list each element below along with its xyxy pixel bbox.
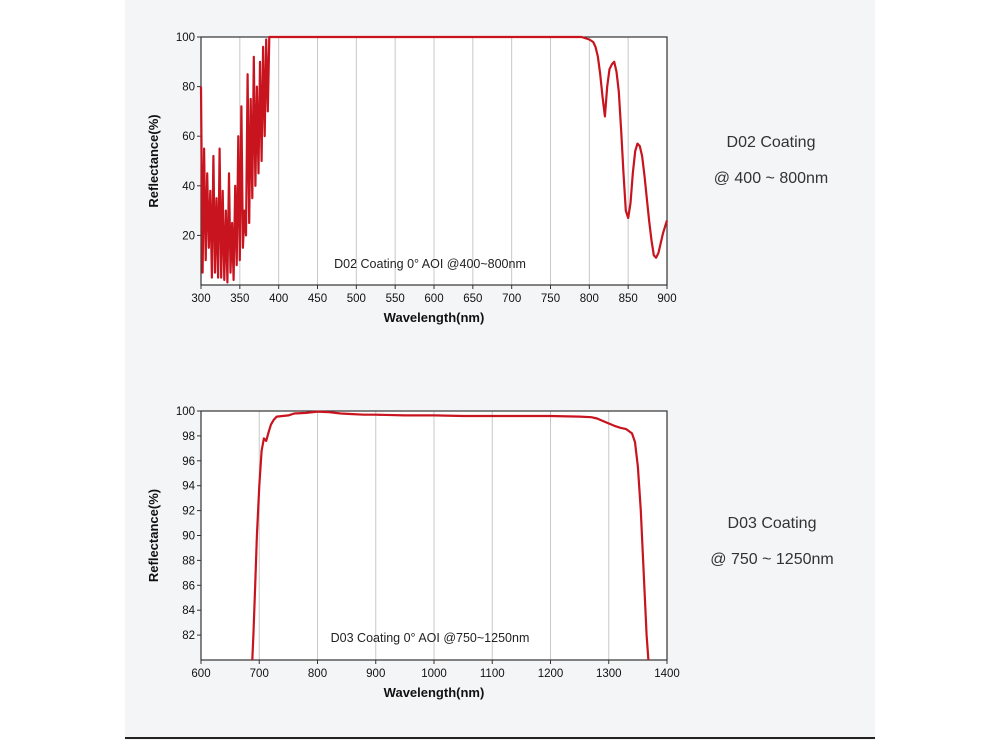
x-tick-label: 500 bbox=[347, 293, 366, 305]
y-tick-label: 96 bbox=[182, 456, 195, 468]
y-tick-label: 94 bbox=[182, 481, 195, 493]
side-label-d02: D02 Coating @ 400 ~ 800nm bbox=[686, 134, 856, 188]
x-tick-label: 400 bbox=[269, 293, 288, 305]
y-tick-label: 92 bbox=[182, 506, 195, 518]
x-tick-label: 1000 bbox=[421, 668, 447, 680]
y-tick-label: 90 bbox=[182, 531, 195, 543]
x-tick-label: 800 bbox=[580, 293, 599, 305]
x-tick-label: 650 bbox=[463, 293, 482, 305]
x-tick-label: 850 bbox=[619, 293, 638, 305]
y-axis-title: Reflectance(%) bbox=[146, 489, 161, 582]
x-tick-label: 550 bbox=[386, 293, 405, 305]
y-tick-label: 60 bbox=[182, 131, 195, 143]
x-tick-label: 450 bbox=[308, 293, 327, 305]
x-tick-label: 750 bbox=[541, 293, 560, 305]
x-axis-title: Wavelength(nm) bbox=[384, 685, 485, 700]
x-axis-title: Wavelength(nm) bbox=[384, 310, 485, 325]
y-tick-label: 88 bbox=[182, 555, 195, 567]
y-tick-label: 20 bbox=[182, 230, 195, 242]
y-tick-label: 100 bbox=[176, 406, 195, 418]
x-tick-label: 600 bbox=[424, 293, 443, 305]
x-tick-label: 1100 bbox=[480, 668, 505, 680]
series-line bbox=[199, 35, 669, 284]
x-tick-label: 300 bbox=[191, 293, 210, 305]
x-tick-label: 350 bbox=[230, 293, 249, 305]
x-tick-label: 900 bbox=[366, 668, 385, 680]
x-tick-label: 600 bbox=[191, 668, 210, 680]
y-tick-label: 80 bbox=[182, 82, 195, 94]
y-axis-title: Reflectance(%) bbox=[146, 114, 161, 207]
side-label-d02-range: @ 400 ~ 800nm bbox=[713, 170, 829, 187]
side-label-d03-range: @ 750 ~ 1250nm bbox=[710, 551, 834, 568]
chart-d02-reflectance: 300 350 400 450 500 550 600 650 700 750 800 850 900 2… bbox=[146, 32, 677, 325]
y-tick-label: 84 bbox=[182, 605, 195, 617]
x-tick-label: 1300 bbox=[596, 668, 622, 680]
x-tick-label: 800 bbox=[308, 668, 327, 680]
y-tick-label: 82 bbox=[182, 630, 195, 642]
side-label-d03: D03 Coating @ 750 ~ 1250nm bbox=[687, 515, 857, 569]
x-tick-label: 1400 bbox=[654, 668, 680, 680]
y-tick-label: 40 bbox=[182, 181, 195, 193]
plot-annotation: D03 Coating 0° AOI @750~1250nm bbox=[331, 631, 530, 645]
x-tick-label: 700 bbox=[250, 668, 269, 680]
y-tick-label: 100 bbox=[176, 32, 195, 44]
x-tick-label: 700 bbox=[502, 293, 521, 305]
x-tick-label: 900 bbox=[657, 293, 676, 305]
y-tick-label: 98 bbox=[182, 431, 195, 443]
series-line bbox=[251, 410, 650, 661]
y-tick-label: 86 bbox=[182, 580, 195, 592]
side-label-d03-title: D03 Coating bbox=[727, 515, 817, 532]
side-label-d02-title: D02 Coating bbox=[726, 134, 816, 151]
plot-annotation: D02 Coating 0° AOI @400~800nm bbox=[334, 257, 526, 271]
x-tick-label: 1200 bbox=[538, 668, 564, 680]
bottom-divider bbox=[125, 737, 875, 739]
